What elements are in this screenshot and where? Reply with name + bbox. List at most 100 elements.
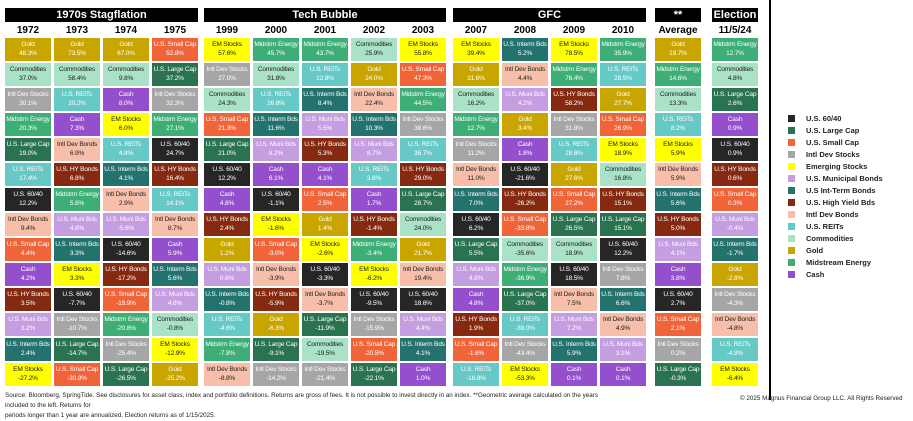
return-cell: U.S. Interm Bds 4.1%: [103, 163, 149, 186]
return-value: 4.6%: [167, 300, 183, 307]
return-cell: U.S. Small Cap 27.2%: [551, 188, 597, 211]
asset-label: Cash: [727, 116, 743, 123]
return-value: -38.0%: [515, 325, 535, 332]
asset-label: U.S. Interm Bds: [352, 116, 396, 123]
return-cell: U.S. HY Bonds 2.4%: [204, 213, 250, 236]
asset-label: U.S. Muni Bds: [155, 291, 195, 298]
return-value: 5.9%: [670, 150, 686, 157]
return-cell: Cash 0.9%: [712, 113, 758, 136]
legend-item: Emerging Stocks: [788, 160, 883, 172]
return-value: 13.3%: [669, 100, 687, 107]
return-cell: U.S. 60/40 0.9%: [712, 138, 758, 161]
return-value: 57.6%: [218, 50, 236, 57]
asset-label: U.S. REITs: [61, 91, 93, 98]
source-line-2: periods longer than 1 year are annualize…: [5, 412, 216, 419]
asset-label: EM Stocks: [62, 266, 92, 273]
return-value: 0.1%: [566, 375, 582, 382]
return-cell: Intl Dev Bonds 2.9%: [103, 188, 149, 211]
return-cell: Cash 1.8%: [502, 138, 548, 161]
return-cell: U.S. Muni Bds 4.8%: [54, 213, 100, 236]
asset-label: U.S. REITs: [211, 316, 243, 323]
return-cell: U.S. REITs 28.6%: [551, 138, 597, 161]
return-cell: U.S. Small Cap 0.3%: [712, 188, 758, 211]
asset-label: Midstrm Energy: [656, 66, 700, 73]
asset-label: Intl Dev Stocks: [304, 366, 346, 373]
asset-label: Cash: [670, 266, 686, 273]
return-value: 0.3%: [727, 200, 743, 207]
asset-label: Commodities: [306, 341, 344, 348]
return-cell: Intl Dev Stocks -21.4%: [302, 363, 348, 386]
asset-label: U.S. Interm Bds: [713, 241, 757, 248]
return-cell: Midstrm Energy 12.7%: [712, 38, 758, 61]
asset-label: U.S. Interm Bds: [254, 116, 298, 123]
return-value: 9.4%: [20, 225, 36, 232]
return-value: -6.4%: [726, 375, 744, 382]
return-cell: U.S. 60/40 18.6%: [400, 288, 446, 311]
return-value: 12.2%: [614, 250, 632, 257]
column-header: 2002: [362, 25, 386, 36]
asset-label: U.S. Interm Bds: [454, 191, 498, 198]
return-cell: Midstrm Energy 20.3%: [5, 113, 51, 136]
asset-label: Commodities: [58, 66, 96, 73]
return-value: 35.9%: [614, 50, 632, 57]
return-cell: Intl Dev Bonds 5.9%: [655, 163, 701, 186]
return-cell: U.S. Muni Bds -0.4%: [712, 213, 758, 236]
return-value: 31.8%: [565, 125, 583, 132]
legend-swatch: [788, 126, 795, 134]
return-value: 4.8%: [727, 75, 743, 82]
return-value: 27.0%: [218, 75, 236, 82]
asset-label: U.S. 60/40: [720, 141, 750, 148]
return-cell: Commodities 24.0%: [400, 213, 446, 236]
return-cell: U.S. Muni Bds 3.1%: [600, 338, 646, 361]
return-cell: Intl Dev Stocks 31.8%: [551, 113, 597, 136]
return-value: 29.0%: [414, 175, 432, 182]
asset-label: U.S. Large Cap: [656, 366, 700, 373]
return-value: 24.0%: [414, 225, 432, 232]
asset-label: Gold: [21, 41, 35, 48]
asset-label: Gold: [518, 116, 532, 123]
asset-label: Midstrm Energy: [6, 116, 50, 123]
return-cell: U.S. HY Bonds -26.2%: [502, 188, 548, 211]
return-value: 7.3%: [69, 125, 85, 132]
return-cell: U.S. Small Cap -20.5%: [351, 338, 397, 361]
asset-label: U.S. Muni Bds: [8, 316, 48, 323]
return-value: 19.0%: [19, 150, 37, 157]
return-value: -35.6%: [515, 250, 535, 257]
return-cell: U.S. HY Bonds -17.2%: [103, 263, 149, 286]
return-cell: U.S. Muni Bds 4.8%: [453, 263, 499, 286]
return-cell: Gold 67.0%: [103, 38, 149, 61]
asset-label: U.S. Large Cap: [6, 141, 50, 148]
return-cell: Intl Dev Bonds -3.7%: [302, 288, 348, 311]
asset-label: U.S. Large Cap: [601, 216, 645, 223]
asset-label: U.S. Muni Bds: [354, 141, 394, 148]
return-value: 55.8%: [414, 50, 432, 57]
return-value: 2.5%: [317, 200, 333, 207]
return-value: 0.6%: [219, 275, 235, 282]
legend-item: Midstream Energy: [788, 256, 883, 268]
return-value: 12.8%: [316, 75, 334, 82]
return-value: 48.3%: [19, 50, 37, 57]
asset-label: Midstrm Energy: [303, 41, 347, 48]
source-line-1: Source: Bloomberg, SpringTide. See discl…: [5, 392, 599, 409]
return-cell: U.S. Interm Bds 11.6%: [253, 113, 299, 136]
asset-label: U.S. 60/40: [212, 166, 242, 173]
return-cell: Midstrm Energy 44.5%: [400, 88, 446, 111]
asset-label: U.S. HY Bonds: [7, 291, 49, 298]
asset-label: U.S. HY Bonds: [353, 216, 395, 223]
asset-label: U.S. Interm Bds: [503, 41, 547, 48]
return-cell: U.S. Muni Bds 8.7%: [351, 138, 397, 161]
return-cell: EM Stocks 18.9%: [600, 138, 646, 161]
return-cell: U.S. Interm Bds 6.6%: [600, 288, 646, 311]
return-value: 6.6%: [615, 300, 631, 307]
column-header: 2000: [264, 25, 288, 36]
column-header: 1973: [65, 25, 89, 36]
asset-label: U.S. REITs: [309, 66, 341, 73]
return-cell: U.S. Muni Bds 3.2%: [5, 313, 51, 336]
return-value: 27.7%: [614, 100, 632, 107]
return-value: 5.6%: [670, 200, 686, 207]
asset-label: U.S. REITs: [358, 166, 390, 173]
asset-label: U.S. REITs: [110, 141, 142, 148]
return-value: 78.5%: [565, 50, 583, 57]
asset-label: U.S. 60/40: [261, 191, 291, 198]
asset-label: U.S. Large Cap: [55, 341, 99, 348]
